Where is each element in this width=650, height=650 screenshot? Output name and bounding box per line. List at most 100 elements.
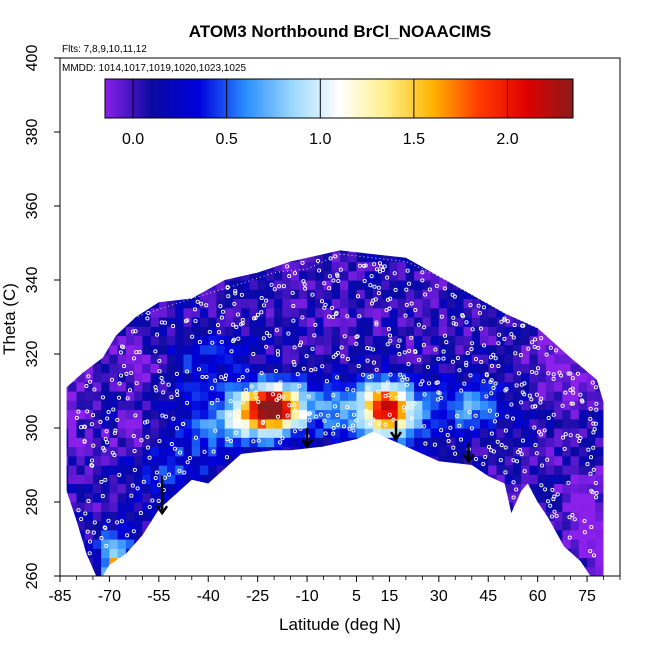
heatmap-cell bbox=[216, 455, 226, 466]
heatmap-cell bbox=[84, 511, 94, 522]
sample-point bbox=[536, 430, 542, 435]
heatmap-cell bbox=[372, 391, 382, 401]
heatmap-cell bbox=[191, 317, 201, 327]
heatmap-cell bbox=[167, 455, 176, 466]
sample-point bbox=[383, 393, 388, 399]
heatmap-cell bbox=[224, 298, 234, 309]
heatmap-cell bbox=[529, 428, 539, 438]
heatmap-cell bbox=[463, 391, 473, 401]
heatmap-cell bbox=[158, 446, 168, 457]
heatmap-cell bbox=[158, 391, 168, 401]
sample-point bbox=[382, 264, 387, 269]
sample-point bbox=[193, 435, 198, 440]
sample-point bbox=[445, 432, 450, 438]
sample-point bbox=[292, 271, 297, 276]
heatmap-cell bbox=[471, 437, 481, 448]
sample-point bbox=[317, 268, 322, 273]
heatmap-cell bbox=[66, 391, 69, 401]
heatmap-cell bbox=[562, 474, 572, 485]
sample-point bbox=[591, 467, 596, 472]
heatmap-cell bbox=[241, 446, 251, 457]
heatmap-cell bbox=[529, 465, 539, 475]
sample-point bbox=[405, 268, 410, 273]
heatmap-cell bbox=[455, 307, 465, 318]
sample-point bbox=[185, 400, 190, 405]
sample-point bbox=[489, 391, 494, 396]
sample-point bbox=[157, 483, 162, 488]
heatmap-cell bbox=[545, 354, 555, 364]
heatmap-cell bbox=[224, 307, 234, 318]
heatmap-cell bbox=[109, 437, 119, 448]
sample-point bbox=[133, 329, 138, 334]
heatmap-cell bbox=[595, 437, 604, 448]
heatmap-cell bbox=[323, 252, 333, 263]
heatmap-cell bbox=[117, 400, 127, 411]
heatmap-cell bbox=[364, 261, 374, 272]
heatmap-cell bbox=[521, 400, 531, 411]
sample-point bbox=[442, 286, 447, 291]
heatmap-cell bbox=[167, 446, 176, 457]
heatmap-cell bbox=[150, 372, 160, 383]
heatmap-cell bbox=[554, 363, 563, 374]
heatmap-cell bbox=[241, 335, 251, 346]
heatmap-cell bbox=[84, 474, 94, 485]
heatmap-cell bbox=[167, 363, 176, 374]
sample-point bbox=[237, 422, 242, 427]
sample-point bbox=[82, 424, 87, 429]
heatmap-cell bbox=[323, 381, 333, 392]
sample-point bbox=[292, 429, 297, 434]
heatmap-cell bbox=[414, 363, 423, 374]
heatmap-cell bbox=[414, 298, 423, 309]
sample-point bbox=[88, 539, 93, 544]
heatmap-cell bbox=[381, 381, 391, 392]
heatmap-cell bbox=[578, 381, 588, 392]
heatmap-cell bbox=[587, 372, 596, 383]
heatmap-cell bbox=[471, 391, 481, 401]
sample-point bbox=[111, 407, 116, 412]
heatmap-cell bbox=[389, 298, 399, 309]
heatmap-cell bbox=[521, 363, 531, 374]
sample-point bbox=[540, 463, 545, 468]
sample-point bbox=[588, 455, 594, 460]
sample-point bbox=[491, 385, 496, 390]
heatmap-cell bbox=[249, 418, 259, 429]
sample-point bbox=[185, 318, 190, 323]
sample-point bbox=[244, 388, 249, 393]
heatmap-cell bbox=[389, 418, 399, 429]
heatmap-cell bbox=[117, 372, 127, 383]
sample-point bbox=[522, 469, 527, 474]
sample-point bbox=[109, 377, 115, 382]
heatmap-cell bbox=[265, 335, 275, 346]
heatmap-cell bbox=[200, 381, 209, 392]
sample-point bbox=[278, 440, 283, 445]
heatmap-cell bbox=[290, 261, 300, 272]
heatmap-cell bbox=[521, 446, 531, 457]
sample-point bbox=[160, 380, 165, 385]
heatmap-cell bbox=[554, 446, 563, 457]
heatmap-cell bbox=[364, 391, 374, 401]
sample-point bbox=[142, 420, 148, 425]
heatmap-cell bbox=[232, 344, 242, 355]
sample-point bbox=[434, 283, 439, 288]
heatmap-cell bbox=[537, 344, 547, 355]
sample-point bbox=[125, 396, 130, 401]
sample-point bbox=[462, 381, 467, 386]
heatmap-cell bbox=[142, 326, 152, 337]
heatmap-cell bbox=[372, 372, 382, 383]
sample-point bbox=[204, 374, 209, 380]
sample-point bbox=[153, 349, 158, 354]
sample-point bbox=[236, 336, 241, 341]
heatmap-cell bbox=[84, 391, 94, 401]
heatmap-cell bbox=[232, 289, 242, 300]
heatmap-cell bbox=[463, 437, 473, 448]
heatmap-cell bbox=[298, 381, 308, 392]
sample-point bbox=[473, 413, 478, 418]
heatmap-cell bbox=[480, 344, 489, 355]
heatmap-cell bbox=[315, 289, 325, 300]
sample-point bbox=[192, 307, 198, 312]
heatmap-cell bbox=[150, 335, 160, 346]
heatmap-cell bbox=[488, 317, 498, 327]
heatmap-cell bbox=[92, 566, 102, 576]
heatmap-cell bbox=[109, 418, 119, 429]
heatmap-cell bbox=[307, 354, 316, 364]
